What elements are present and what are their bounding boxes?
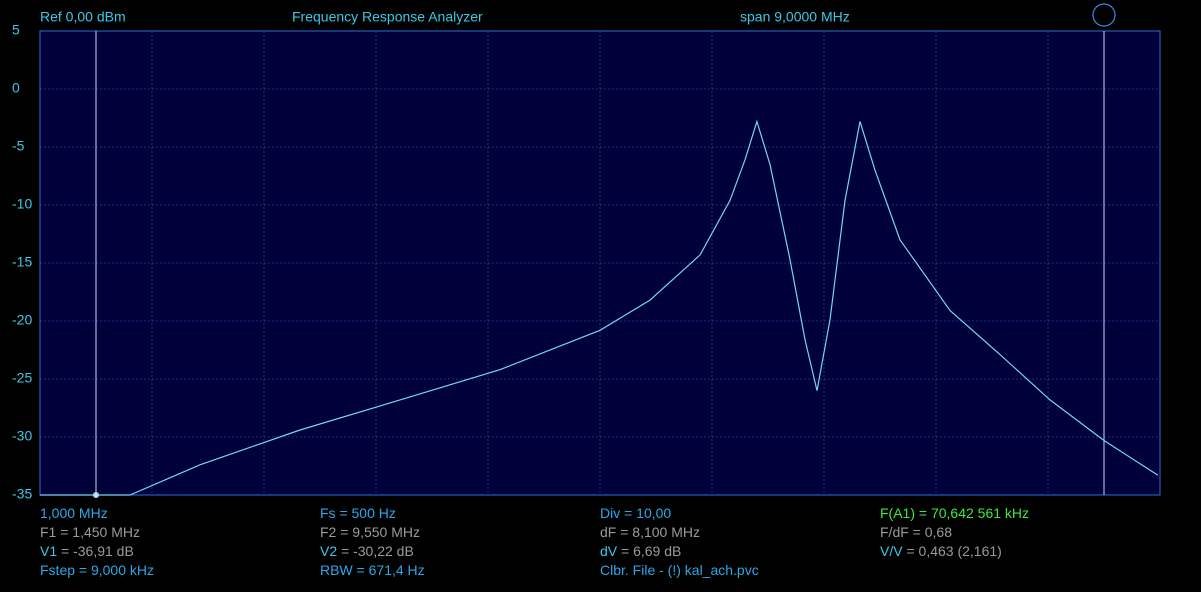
readout-value: dF = 8,100 MHz xyxy=(600,524,700,540)
y-tick-label: -5 xyxy=(12,138,25,154)
readout-value: = 0,463 (2,161) xyxy=(903,543,1002,559)
readout: F1 = 1,450 MHz xyxy=(40,524,140,540)
status-indicator[interactable] xyxy=(1092,3,1116,27)
y-tick-label: 0 xyxy=(12,80,20,96)
readout-value: RBW = 671,4 Hz xyxy=(320,562,425,578)
readout-value: F1 = 1,450 MHz xyxy=(40,524,140,540)
readout: dV = 6,69 dB xyxy=(600,543,681,559)
readout-label: V1 xyxy=(40,543,57,559)
ref-level: Ref 0,00 dBm xyxy=(40,9,126,25)
y-tick-label: -35 xyxy=(12,486,32,502)
marker-dot xyxy=(93,492,99,498)
readout: V2 = -30,22 dB xyxy=(320,543,414,559)
readout-value: = -30,22 dB xyxy=(337,543,414,559)
readout-value: 1,000 MHz xyxy=(40,505,108,521)
readout: 1,000 MHz xyxy=(40,505,108,521)
readout: F/dF = 0,68 xyxy=(880,524,952,540)
readout-value: = 6,69 dB xyxy=(617,543,681,559)
readout: V/V = 0,463 (2,161) xyxy=(880,543,1002,559)
y-tick-label: 5 xyxy=(12,22,20,38)
plot-border xyxy=(39,30,1161,496)
readout-value: Clbr. File - (!) kal_ach.pvc xyxy=(600,562,759,578)
y-tick-label: -20 xyxy=(12,312,32,328)
readout: Clbr. File - (!) kal_ach.pvc xyxy=(600,562,759,578)
y-tick-label: -10 xyxy=(12,196,32,212)
readout: dF = 8,100 MHz xyxy=(600,524,700,540)
readout-value: F/dF = 0,68 xyxy=(880,524,952,540)
readout-label: V/V xyxy=(880,543,903,559)
readout-value: F2 = 9,550 MHz xyxy=(320,524,420,540)
y-tick-label: -15 xyxy=(12,254,32,270)
trace xyxy=(40,119,1159,496)
y-tick-label: -25 xyxy=(12,370,32,386)
readout: F2 = 9,550 MHz xyxy=(320,524,420,540)
readout-value: Fs = 500 Hz xyxy=(320,505,396,521)
readout: Div = 10,00 xyxy=(600,505,671,521)
readout: F(A1) = 70,642 561 kHz xyxy=(880,505,1029,521)
readout-label: dV xyxy=(600,543,618,559)
readout: Fstep = 9,000 kHz xyxy=(40,562,154,578)
readout-value: Fstep = 9,000 kHz xyxy=(40,562,154,578)
readout-value: Div = 10,00 xyxy=(600,505,671,521)
readout-label: V2 xyxy=(320,543,337,559)
readout: Fs = 500 Hz xyxy=(320,505,396,521)
y-tick-label: -30 xyxy=(12,428,32,444)
readout-value: F(A1) = 70,642 561 kHz xyxy=(880,505,1029,521)
readout: V1 = -36,91 dB xyxy=(40,543,134,559)
span: span 9,0000 MHz xyxy=(740,9,850,25)
app-title: Frequency Response Analyzer xyxy=(292,9,483,25)
readout: RBW = 671,4 Hz xyxy=(320,562,425,578)
readout-value: = -36,91 dB xyxy=(57,543,134,559)
